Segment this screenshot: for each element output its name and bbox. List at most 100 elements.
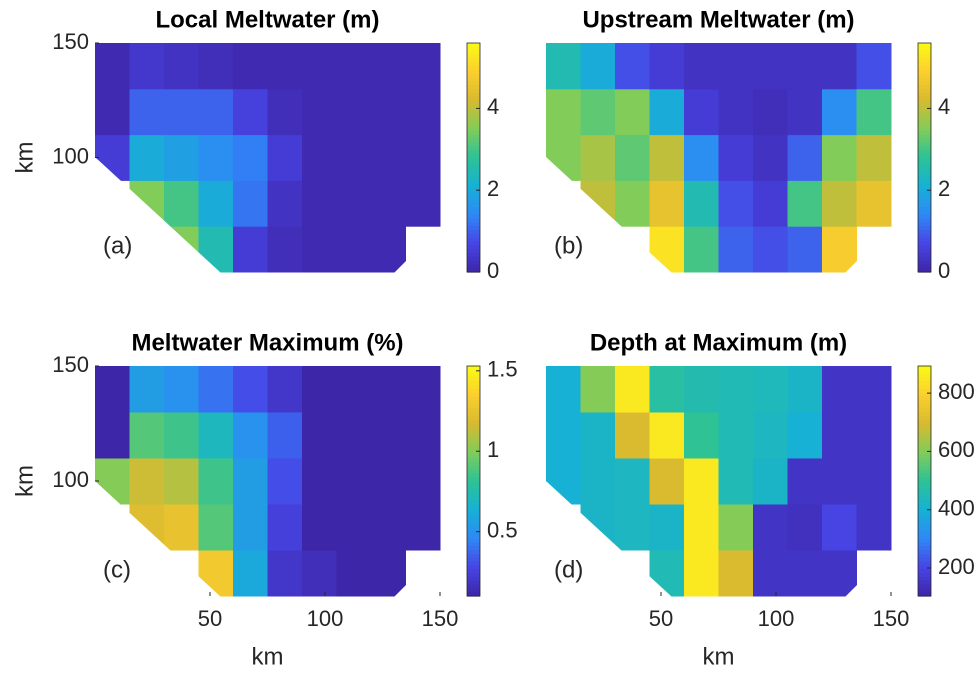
heatmap-cell xyxy=(405,366,441,413)
heatmap-cell xyxy=(371,43,406,90)
heatmap-cell xyxy=(856,504,892,551)
colorbar-segment xyxy=(918,218,931,223)
heatmap-cell xyxy=(718,458,754,505)
heatmap-cell xyxy=(787,180,823,227)
colorbar-segment xyxy=(467,58,480,63)
heatmap-cell xyxy=(718,43,754,90)
colorbar-segment xyxy=(467,454,480,459)
colorbar-segment xyxy=(918,241,931,246)
colorbar-segment xyxy=(467,111,480,117)
colorbar-segment xyxy=(467,565,480,570)
heatmap-cell xyxy=(233,134,268,181)
heatmap-cell xyxy=(718,366,754,413)
colorbar-segment xyxy=(467,92,480,98)
heatmap-cell xyxy=(753,88,788,136)
heatmap-cell xyxy=(753,134,788,181)
heatmap-cell xyxy=(164,43,199,90)
colorbar-segment xyxy=(467,519,480,524)
colorbar-tick-label: 1.5 xyxy=(487,357,518,382)
heatmap-cell xyxy=(615,43,650,90)
colorbar-segment xyxy=(467,373,480,379)
heatmap-cell xyxy=(753,366,788,413)
panel-label: (c) xyxy=(103,556,131,583)
domain-mask xyxy=(94,157,221,273)
colorbar-segment xyxy=(467,107,480,113)
colorbar-segment xyxy=(467,546,480,551)
colorbar-segment xyxy=(467,488,480,494)
heatmap-cell xyxy=(405,412,441,459)
heatmap-cell xyxy=(302,134,337,181)
colorbar-segment xyxy=(918,96,931,101)
colorbar-segment xyxy=(918,565,931,570)
colorbar-segment xyxy=(467,561,480,566)
heatmap-cell xyxy=(649,458,685,505)
heatmap-cell xyxy=(302,366,337,413)
heatmap-cell xyxy=(164,180,199,227)
colorbar-segment xyxy=(467,96,480,101)
colorbar-segment xyxy=(918,469,931,474)
colorbar-segment xyxy=(918,146,931,151)
heatmap-cell xyxy=(336,504,372,551)
colorbar-tick-label: 800 xyxy=(938,379,975,404)
colorbar-segment xyxy=(467,396,480,402)
heatmap-cell xyxy=(267,134,303,181)
colorbar-segment xyxy=(918,119,931,124)
heatmap-cell xyxy=(336,43,372,90)
colorbar-segment xyxy=(467,88,480,94)
y-tick-label: 150 xyxy=(52,352,89,377)
heatmap-cell xyxy=(336,550,372,597)
colorbar-segment xyxy=(918,214,931,220)
colorbar-segment xyxy=(918,385,931,390)
heatmap-cell xyxy=(856,180,892,227)
heatmap-cell xyxy=(684,226,719,273)
colorbar-segment xyxy=(467,465,480,471)
heatmap-cell xyxy=(649,412,685,459)
heatmap-cell xyxy=(649,366,685,413)
colorbar-segment xyxy=(918,207,931,212)
colorbar-segment xyxy=(918,450,931,455)
colorbar-segment xyxy=(918,50,931,56)
heatmap-cell xyxy=(787,366,823,413)
colorbar-segment xyxy=(918,100,931,105)
heatmap-cell xyxy=(856,88,892,136)
heatmap-cell xyxy=(787,226,823,273)
heatmap-cell xyxy=(302,43,337,90)
colorbar-segment xyxy=(467,180,480,185)
colorbar-segment xyxy=(918,396,931,402)
heatmap-cell xyxy=(822,43,857,90)
colorbar-segment xyxy=(467,381,480,386)
colorbar-tick-label: 4 xyxy=(487,94,499,119)
colorbar-segment xyxy=(467,176,480,181)
heatmap-cell xyxy=(302,180,337,227)
colorbar-segment xyxy=(467,172,480,178)
colorbar-segment xyxy=(467,264,480,269)
heatmap-cell xyxy=(856,134,892,181)
colorbar-tick-label: 2 xyxy=(938,176,950,201)
colorbar-segment xyxy=(918,546,931,551)
heatmap-cell xyxy=(336,88,372,136)
heatmap-cell xyxy=(95,88,130,136)
colorbar-segment xyxy=(918,461,931,467)
colorbar-segment xyxy=(918,58,931,63)
heatmap-cell xyxy=(233,366,268,413)
colorbar-tick-label: 0 xyxy=(938,258,950,283)
colorbar-segment xyxy=(467,84,480,90)
heatmap-cell xyxy=(164,504,199,551)
colorbar-segment xyxy=(918,442,931,448)
y-axis-label: km xyxy=(11,465,38,497)
colorbar-segment xyxy=(918,65,931,71)
heatmap-cell xyxy=(546,43,581,90)
heatmap-cell xyxy=(405,43,441,90)
domain-mask xyxy=(545,157,672,273)
heatmap-cell xyxy=(822,366,857,413)
colorbar-frame xyxy=(466,365,481,597)
heatmap-cell xyxy=(164,366,199,413)
colorbar-segment xyxy=(467,442,480,448)
colorbar-segment xyxy=(467,161,480,166)
colorbar-segment xyxy=(467,138,480,143)
colorbar-segment xyxy=(467,389,480,394)
colorbar-segment xyxy=(467,580,480,586)
colorbar-tick-label: 400 xyxy=(938,496,975,521)
heatmap-cell xyxy=(822,180,857,227)
colorbar-segment xyxy=(467,412,480,417)
